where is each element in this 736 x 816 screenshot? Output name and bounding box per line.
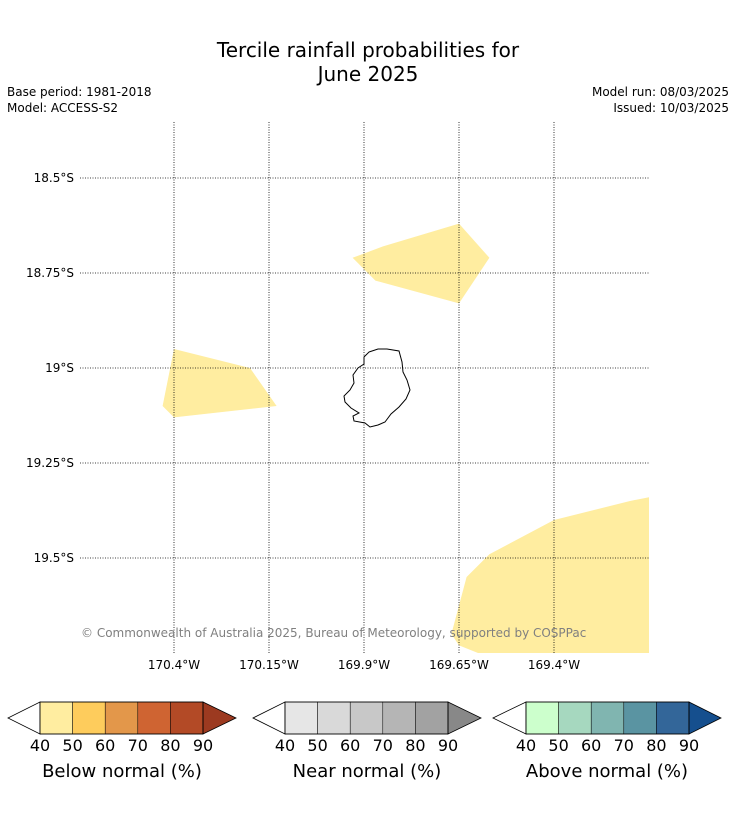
colorbar-outline [39,701,204,735]
colorbar [492,701,722,735]
island-outline [343,348,411,428]
colorbar-segment [415,701,449,735]
colorbar-tick-label: 90 [192,736,214,755]
probability-regions [162,223,649,653]
colorbar-tick-label: 50 [62,736,83,755]
colorbar-tick-label: 90 [437,736,459,755]
colorbar-segment [656,701,690,735]
colorbar-segment [170,701,204,735]
colorbar-segment [72,701,106,735]
lon-label: 170.15°W [239,658,299,672]
colorbar-tick-label: 80 [405,736,426,755]
colorbar-tick-label: 40 [29,736,51,755]
colorbar-segment [349,701,384,735]
lat-label: 18.5°S [34,171,74,185]
colorbar-under-triangle [7,701,41,735]
colorbar-over-triangle [688,701,722,735]
meta-right: Model run: 08/03/2025 Issued: 10/03/2025 [592,84,729,116]
colorbar-segment [623,701,657,735]
colorbar-tick-label: 80 [160,736,181,755]
model-run: Model run: 08/03/2025 [591,85,729,99]
colorbar-tick-label: 70 [127,736,148,755]
colorbar-segment [284,701,318,735]
colorbar-segment [104,701,139,735]
base-period: Base period: 1981-2018 [7,85,152,99]
meta-left: Base period: 1981-2018 Model: ACCESS-S2 [7,84,152,116]
colorbar-segment [137,701,171,735]
colorbar-segment [558,701,592,735]
lat-label: 18.75°S [26,266,74,280]
colorbar-tick-label: 50 [548,736,569,755]
copyright-note: © Commonwealth of Australia 2025, Bureau… [81,626,587,640]
colorbar-tick-label: 80 [646,736,667,755]
colorbar-over-triangle [202,701,237,735]
colorbar-title: Below normal (%) [42,761,202,782]
colorbar-segment [590,701,625,735]
colorbar-tick-label: 60 [340,736,361,755]
colorbar-tick-label: 60 [581,736,602,755]
colorbar-tick-label: 60 [95,736,116,755]
colorbar-segment [525,701,559,735]
lat-label: 19°S [45,361,74,375]
issued-date: Issued: 10/03/2025 [613,101,729,115]
colorbar [252,701,482,735]
colorbar-over-triangle [447,701,482,735]
colorbar-tick-label: 70 [372,736,393,755]
colorbar-tick-label: 70 [613,736,634,755]
colorbar-tick-label: 50 [307,736,328,755]
colorbar-segment [39,701,73,735]
lat-label: 19.5°S [34,551,74,565]
axis-labels: 18.5°S 18.75°S 19°S 19.25°S 19.5°S 170.4°W 170… [26,171,580,672]
below-normal-region [162,349,277,418]
colorbar-tick-label: 40 [515,736,537,755]
gridlines [80,122,649,653]
below-normal-region [352,223,490,304]
lon-label: 169.9°W [338,658,390,672]
map-plot: 18.5°S 18.75°S 19°S 19.25°S 19.5°S 170.4°W 170… [26,122,649,672]
lat-label: 19.25°S [26,456,74,470]
colorbar [7,701,237,735]
colorbar-segment [382,701,416,735]
map-title: Tercile rainfall probabilities for June … [0,38,736,86]
colorbar-segment [317,701,351,735]
lon-label: 169.4°W [528,658,580,672]
colorbar-tick-label: 90 [678,736,700,755]
title-line-1: Tercile rainfall probabilities for [216,38,520,62]
colorbar-under-triangle [252,701,286,735]
colorbar-title: Near normal (%) [292,761,442,782]
lon-label: 170.4°W [148,658,200,672]
below-normal-region [451,497,649,653]
lon-label: 169.65°W [429,658,489,672]
model-name: Model: ACCESS-S2 [7,101,119,115]
colorbar-tick-label: 40 [274,736,296,755]
title-line-2: June 2025 [317,62,419,86]
colorbar-outline [525,701,690,735]
colorbar-outline [284,701,449,735]
colorbar-title: Above normal (%) [525,761,689,782]
colorbar-under-triangle [492,701,527,735]
